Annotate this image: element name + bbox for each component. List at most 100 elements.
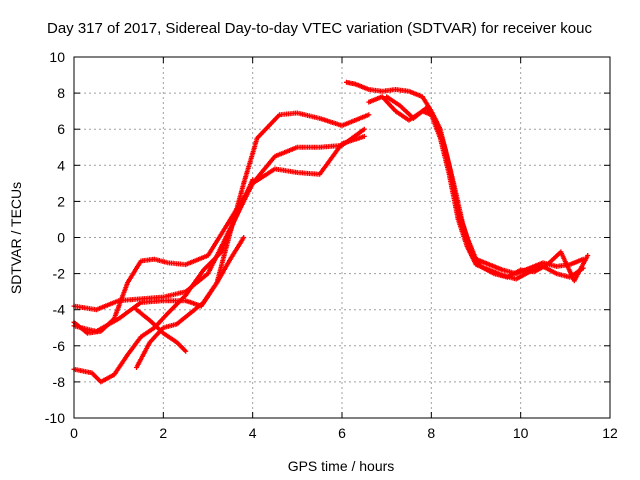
data-point xyxy=(542,261,544,264)
y-tick-label: 4 xyxy=(57,157,65,173)
x-tick-label: 6 xyxy=(338,425,346,441)
data-point xyxy=(140,297,142,300)
series-markers xyxy=(71,126,367,313)
data-point xyxy=(515,278,518,280)
x-tick-label: 10 xyxy=(513,425,529,441)
data-point xyxy=(207,254,209,257)
data-point xyxy=(568,263,571,266)
data-point xyxy=(251,178,254,181)
data-point xyxy=(568,276,571,279)
data-point xyxy=(546,263,549,266)
data-point xyxy=(533,270,535,273)
data-point xyxy=(189,312,192,315)
data-point xyxy=(488,263,491,266)
data-point xyxy=(162,296,165,298)
series-markers xyxy=(71,133,367,336)
data-point xyxy=(434,119,437,122)
chart-title: Day 317 of 2017, Sidereal Day-to-day VTE… xyxy=(47,20,592,37)
data-point xyxy=(394,88,397,91)
x-tick-label: 8 xyxy=(427,425,435,441)
data-point xyxy=(202,301,205,304)
data-point xyxy=(140,260,142,262)
y-tick-label: -4 xyxy=(53,302,66,318)
y-tick-label: 10 xyxy=(49,49,65,65)
data-point xyxy=(256,137,259,140)
data-point xyxy=(90,371,93,374)
data-point xyxy=(573,279,576,282)
data-point xyxy=(367,113,370,116)
data-point xyxy=(408,119,410,122)
data-point xyxy=(117,317,120,320)
data-point xyxy=(457,218,460,221)
data-point xyxy=(385,95,388,98)
y-tick-label: -8 xyxy=(53,374,66,390)
data-point xyxy=(479,265,482,268)
series-markers xyxy=(366,94,586,282)
y-tick-label: 6 xyxy=(57,121,65,137)
data-point xyxy=(318,146,321,149)
data-point xyxy=(345,81,348,84)
data-point xyxy=(207,272,209,275)
y-tick-label: -10 xyxy=(45,410,65,426)
data-point xyxy=(166,312,169,315)
data-point xyxy=(140,301,142,304)
axes: 0 2 4 6 8 10 12 -10 -8 -6 -4 -2 0 2 4 6 8 10 xyxy=(45,49,618,441)
data-point xyxy=(162,299,165,302)
data-point xyxy=(367,88,370,91)
data-point xyxy=(296,112,299,114)
data-point xyxy=(126,353,129,356)
y-tick-label: 0 xyxy=(57,230,65,246)
data-point xyxy=(341,124,343,127)
data-point xyxy=(184,263,187,266)
y-tick-label: -6 xyxy=(53,338,66,354)
data-point xyxy=(408,90,410,93)
data-point xyxy=(421,95,424,98)
data-point xyxy=(461,222,464,224)
series-markers xyxy=(384,94,591,284)
data-point xyxy=(381,90,384,93)
data-point xyxy=(555,272,558,275)
x-tick-label: 2 xyxy=(159,425,167,441)
data-point xyxy=(506,276,509,279)
series-track-9 xyxy=(384,94,591,284)
data-point xyxy=(492,272,495,275)
data-point xyxy=(184,350,187,353)
data-point xyxy=(443,146,446,149)
data-point xyxy=(363,135,366,138)
data-point xyxy=(296,146,299,149)
data-point xyxy=(412,117,415,120)
data-point xyxy=(220,251,223,253)
data-point xyxy=(126,281,129,284)
series-track-2 xyxy=(71,133,367,336)
data-series xyxy=(71,79,591,385)
data-point xyxy=(399,104,401,107)
data-point xyxy=(363,128,366,131)
data-point xyxy=(233,218,236,221)
data-point xyxy=(519,269,522,271)
data-point xyxy=(425,106,428,109)
data-point xyxy=(99,381,102,383)
data-point xyxy=(278,113,281,116)
data-point xyxy=(274,168,276,170)
data-point xyxy=(242,236,245,239)
data-point xyxy=(394,110,397,113)
series-track-8 xyxy=(366,94,586,282)
data-point xyxy=(318,117,321,120)
data-point xyxy=(153,258,156,261)
data-point xyxy=(229,218,232,221)
y-tick-label: -2 xyxy=(53,266,66,282)
data-point xyxy=(184,294,187,297)
data-point xyxy=(95,330,98,333)
data-point xyxy=(381,95,384,98)
data-point xyxy=(135,308,138,311)
data-point xyxy=(367,101,370,104)
data-point xyxy=(229,258,232,261)
data-point xyxy=(501,269,504,271)
series-track-5 xyxy=(134,307,189,354)
x-tick-label: 4 xyxy=(249,425,257,441)
y-axis-label: SDTVAR / TECUs xyxy=(8,182,24,294)
data-point xyxy=(341,142,343,145)
data-point xyxy=(452,182,455,185)
data-point xyxy=(555,265,558,268)
